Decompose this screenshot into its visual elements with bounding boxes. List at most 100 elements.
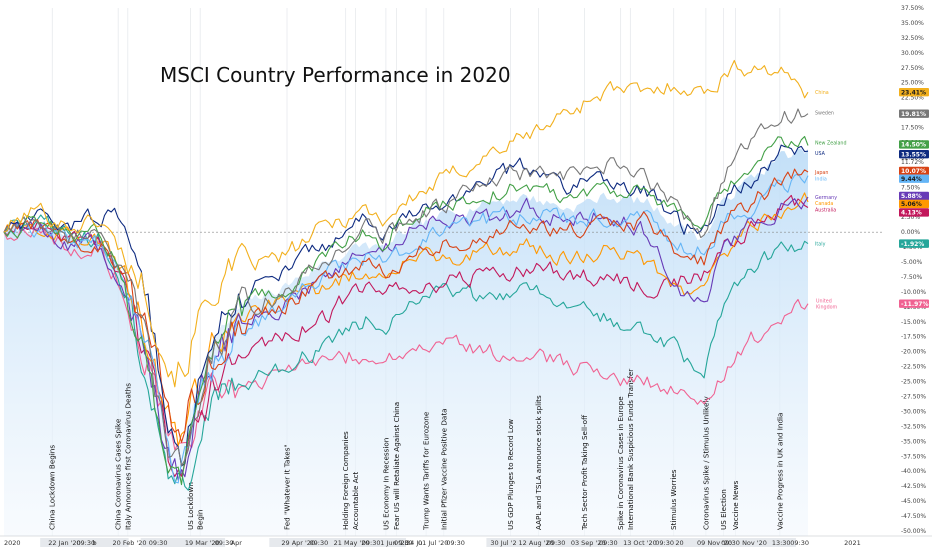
series-label: Italy: [815, 242, 826, 248]
y-tick-label: -27.50%: [901, 394, 926, 401]
x-tick-label: 30 Jul '2: [490, 539, 516, 547]
price-badge: 9.44%: [899, 174, 929, 183]
event-annotation: Holding Foreign Companies: [341, 431, 350, 530]
x-tick-label: 09:30: [362, 539, 381, 547]
event-annotations: China Lockdown Begins China Coronavirus C…: [48, 369, 785, 531]
y-tick-label: 17.50%: [901, 125, 924, 132]
y-tick-label: 2.50%: [901, 214, 920, 221]
badge-value: 9.44%: [901, 176, 922, 183]
x-tick-label: 09:30: [149, 539, 168, 547]
badge-background: [899, 88, 929, 97]
x-tick-label: 09:30: [394, 539, 413, 547]
event-annotation: US Election: [719, 489, 728, 530]
y-tick-label: 30.00%: [901, 50, 924, 57]
badge-value: 4.13%: [901, 210, 922, 217]
price-badge: 5.06%: [899, 199, 929, 209]
badge-background: [899, 239, 929, 248]
event-annotation: Italy Announces first Coronavirus Deaths: [123, 383, 132, 530]
badge-background: [899, 174, 929, 183]
event-annotation: Vaccine Progress in UK and India: [775, 413, 784, 530]
x-tick-label: 09:30: [446, 539, 465, 547]
x-tick-label: 2020: [4, 539, 21, 547]
x-tick-label: 19 Mar '20: [185, 539, 220, 547]
price-badge: 5.88%: [899, 191, 929, 201]
x-tick-label: Apr: [231, 539, 243, 547]
x-axis-label-box: [40, 538, 129, 547]
badge-value: 23.41%: [901, 89, 926, 96]
series-label: New Zealand: [815, 140, 847, 146]
y-tick-label: 32.50%: [901, 35, 924, 42]
series-label: Kingdom: [816, 305, 838, 311]
series-line-germany: [3, 196, 809, 481]
event-annotation: Accountable Act: [351, 472, 360, 530]
y-tick-label: 27.50%: [901, 65, 924, 72]
event-annotation: Fear US will Retaliate Against China: [392, 402, 401, 530]
series-label: Sweden: [815, 111, 834, 117]
badge-value: -1.92%: [901, 241, 924, 248]
event-annotation: China Lockdown Begins: [48, 445, 57, 530]
y-tick-label: -10.00%: [901, 289, 926, 296]
price-badge: 10.07%: [899, 166, 929, 176]
badge-value: 5.88%: [901, 193, 922, 200]
badge-background: [899, 149, 929, 159]
event-annotation: US Economy In Recession: [381, 438, 390, 530]
series-label: Canada: [815, 201, 833, 207]
x-tick-label: 09:30: [310, 539, 329, 547]
y-tick-label: -45.00%: [901, 498, 926, 505]
y-tick-label: -20.00%: [901, 349, 926, 356]
price-badge: -11.97%: [899, 299, 929, 308]
y-axis: 37.50% 35.00% 32.50% 30.00% 27.50% 25.00% 22.5…: [901, 5, 926, 535]
x-tick-label: 09:30: [790, 539, 809, 547]
y-tick-label: -47.50%: [901, 513, 926, 520]
x-tick-label: 01 Jul '20: [418, 539, 448, 547]
x-tick-label: 09:30: [655, 539, 674, 547]
badge-background: [899, 199, 929, 209]
price-badge: 23.41%: [899, 88, 929, 97]
series-line-australia: [3, 194, 809, 478]
x-axis-label-box: [140, 538, 226, 547]
y-tick-label: 22.50%: [901, 95, 924, 102]
badge-background: [899, 140, 929, 149]
series-line-india: [3, 173, 809, 484]
x-tick-label: 09:30: [599, 539, 618, 547]
event-annotation: US GDP Plunges to Record Low: [506, 419, 515, 530]
badge-value: -11.97%: [901, 301, 928, 308]
y-tick-label: -22.50%: [901, 364, 926, 371]
y-tick-label: 37.50%: [901, 5, 924, 12]
event-annotation: Tech Sector Profit Taking Sell-off: [580, 414, 589, 531]
x-tick-label: 22 Jan '20: [48, 539, 80, 547]
event-annotation: China Coronavirus Cases Spike: [114, 418, 123, 530]
event-annotation: Fed "Whatever It Takes": [283, 444, 292, 530]
badge-background: [899, 166, 929, 176]
x-tick-label: 21 May '20: [334, 539, 370, 547]
series-line-italy: [3, 214, 809, 491]
badge-background: [899, 208, 929, 217]
price-badges: 23.41% 19.81% 14.50% 13.55% 10.07%9.44% 5.88%…: [899, 88, 929, 308]
chart-title: MSCI Country Performance in 2020: [160, 63, 511, 87]
x-tick-label: 09:30: [215, 539, 234, 547]
event-annotation: Spike in Coronavirus Cases in Europe: [616, 396, 625, 530]
y-tick-label: -42.50%: [901, 483, 926, 490]
badge-value: 14.50%: [901, 142, 926, 149]
badge-background: [899, 299, 929, 308]
badge-background: [899, 191, 929, 201]
price-badge: 13.55%: [899, 149, 929, 159]
event-annotation: Stimulus Worries: [669, 469, 678, 530]
badge-value: 10.07%: [901, 168, 926, 175]
series-line-sweden: [3, 108, 809, 467]
x-axis-label-box: [269, 538, 406, 547]
price-badge: -1.92%: [899, 239, 929, 248]
x-tick-label: 09:30: [547, 539, 566, 547]
event-annotation: Trump Wants Tariffs for Eurozone: [422, 411, 431, 531]
badge-value: 19.81%: [901, 111, 926, 118]
badge-background: [899, 109, 929, 118]
y-tick-label: -7.50%: [901, 274, 923, 281]
event-annotation: AAPL and TSLA announce stock splits: [534, 395, 543, 530]
series-label: United: [816, 299, 832, 305]
x-tick-label: 13 Oct '20: [623, 539, 657, 547]
x-axis-label-box: [486, 538, 796, 547]
series-lines: [3, 59, 809, 491]
x-tick-label: 09:30: [721, 539, 740, 547]
